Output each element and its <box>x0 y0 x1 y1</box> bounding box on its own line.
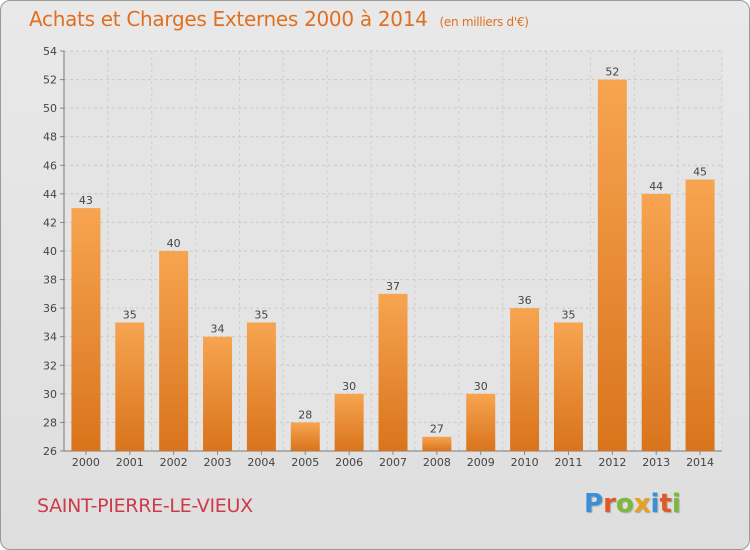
data-label: 34 <box>211 323 225 336</box>
bar <box>378 293 408 451</box>
data-label: 35 <box>123 308 137 321</box>
data-label: 43 <box>79 194 93 207</box>
chart-unit: (en milliers d'€) <box>439 15 529 29</box>
data-label: 36 <box>518 294 532 307</box>
chart-title: Achats et Charges Externes 2000 à 2014 (e… <box>29 7 529 31</box>
bar <box>246 322 276 451</box>
x-tick-label: 2002 <box>160 456 188 469</box>
proxiti-logo[interactable]: Proxiti <box>584 489 681 519</box>
x-tick-label: 2006 <box>335 456 363 469</box>
x-tick-label: 2013 <box>642 456 670 469</box>
data-label: 35 <box>561 308 575 321</box>
bar <box>597 79 627 452</box>
logo-letter: t <box>659 489 672 519</box>
label-layer: 43 2000 35 2001 40 2002 34 2003 35 2004 28 2005 30 20… <box>72 66 714 469</box>
y-tick-label: 40 <box>43 245 57 258</box>
x-tick-label: 2012 <box>598 456 626 469</box>
y-tick-label: 52 <box>43 74 57 87</box>
y-tick-label: 34 <box>43 331 57 344</box>
logo-letter: i <box>650 489 660 519</box>
x-tick-label: 2014 <box>686 456 714 469</box>
y-tick-label: 32 <box>43 359 57 372</box>
bar-layer <box>71 79 715 452</box>
bar <box>641 193 671 451</box>
bar <box>203 336 233 451</box>
bar <box>510 308 540 451</box>
logo-letter: P <box>584 489 604 519</box>
bar <box>290 422 320 451</box>
x-tick-label: 2003 <box>204 456 232 469</box>
bar <box>553 322 583 451</box>
bar <box>422 436 452 451</box>
x-tick-label: 2000 <box>72 456 100 469</box>
y-tick-label: 46 <box>43 159 57 172</box>
data-label: 35 <box>254 308 268 321</box>
x-tick-label: 2007 <box>379 456 407 469</box>
logo-letter: r <box>603 489 616 519</box>
data-label: 37 <box>386 280 400 293</box>
x-tick-label: 2009 <box>467 456 495 469</box>
data-label: 40 <box>167 237 181 250</box>
data-label: 52 <box>605 66 619 79</box>
y-tick-label: 50 <box>43 102 57 115</box>
y-tick-label: 28 <box>43 416 57 429</box>
y-tick-label: 44 <box>43 188 57 201</box>
chart-title-text: Achats et Charges Externes 2000 à 2014 <box>29 7 428 31</box>
data-label: 28 <box>298 408 312 421</box>
data-label: 27 <box>430 423 444 436</box>
data-label: 44 <box>649 180 663 193</box>
bar <box>466 393 496 451</box>
x-tick-label: 2005 <box>291 456 319 469</box>
x-tick-label: 2010 <box>511 456 539 469</box>
x-tick-label: 2008 <box>423 456 451 469</box>
bar <box>71 208 101 451</box>
data-label: 45 <box>693 166 707 179</box>
logo-letter: o <box>615 489 634 519</box>
bar <box>159 251 189 451</box>
logo-letter: i <box>671 489 681 519</box>
y-tick-label: 42 <box>43 216 57 229</box>
y-tick-label: 54 <box>43 45 57 58</box>
y-tick-label: 26 <box>43 445 57 458</box>
bar <box>115 322 145 451</box>
logo-letter: x <box>633 489 651 519</box>
y-tick-label: 48 <box>43 131 57 144</box>
bar <box>685 179 715 452</box>
location-name: SAINT-PIERRE-LE-VIEUX <box>37 495 253 517</box>
x-tick-label: 2011 <box>554 456 582 469</box>
y-tick-label: 38 <box>43 274 57 287</box>
x-tick-label: 2001 <box>116 456 144 469</box>
y-tick-label: 36 <box>43 302 57 315</box>
bar <box>334 393 364 451</box>
y-tick-label: 30 <box>43 388 57 401</box>
x-tick-label: 2004 <box>247 456 275 469</box>
data-label: 30 <box>342 380 356 393</box>
data-label: 30 <box>474 380 488 393</box>
